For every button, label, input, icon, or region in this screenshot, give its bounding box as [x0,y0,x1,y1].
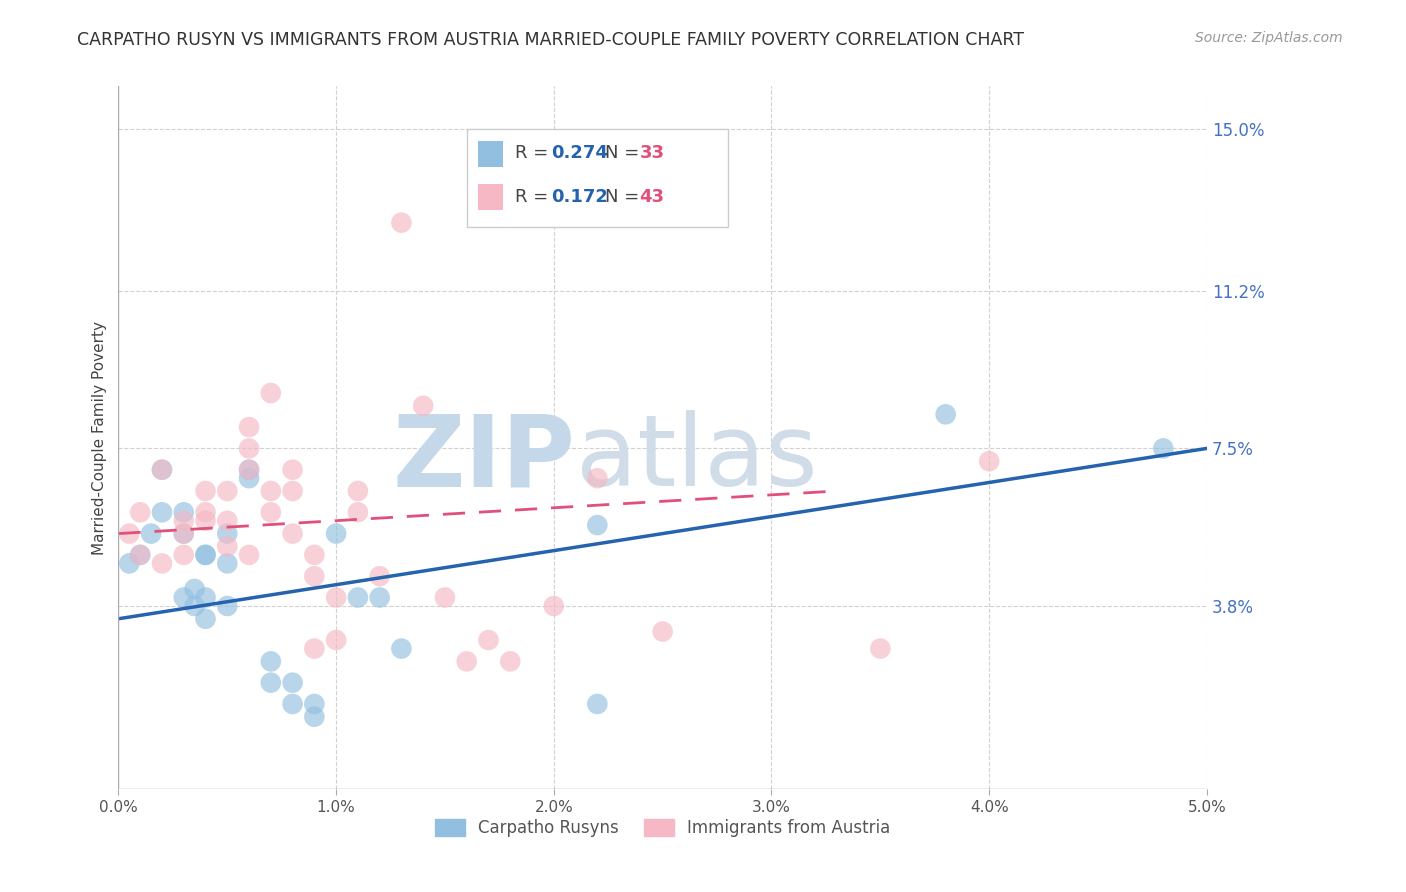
Point [325,526,347,541]
Point [586,518,609,533]
Point [325,633,347,648]
Point [260,505,283,519]
Point [304,710,326,724]
Point [412,399,434,413]
Text: Source: ZipAtlas.com: Source: ZipAtlas.com [1195,31,1343,45]
Point [304,697,326,711]
Point [238,463,260,477]
Point [173,505,195,519]
Point [281,483,304,498]
Point [194,548,217,562]
Point [368,591,391,605]
Point [217,599,239,613]
Point [173,526,195,541]
Point [173,526,195,541]
Point [260,675,283,690]
Point [217,526,239,541]
Point [304,569,326,583]
Point [183,599,205,613]
Point [304,641,326,656]
Point [194,591,217,605]
Point [456,654,478,668]
Text: 0.274: 0.274 [551,145,607,162]
Point [979,454,1001,468]
Point [281,697,304,711]
Point [238,471,260,485]
Y-axis label: Married-Couple Family Poverty: Married-Couple Family Poverty [93,321,107,555]
Point [586,471,609,485]
Point [651,624,673,639]
Point [118,526,141,541]
Point [129,548,152,562]
Point [281,526,304,541]
Text: R =: R = [515,145,554,162]
Point [935,407,957,421]
Point [129,505,152,519]
Point [150,557,173,571]
Point [325,591,347,605]
Point [499,654,522,668]
Point [1152,442,1174,456]
Point [238,548,260,562]
Point [391,641,413,656]
Point [150,463,173,477]
Point [194,548,217,562]
Point [260,386,283,401]
Text: N =: N = [605,145,644,162]
Point [477,633,499,648]
Point [129,548,152,562]
Point [139,526,162,541]
Point [368,569,391,583]
Point [238,420,260,434]
Point [217,557,239,571]
Point [194,514,217,528]
Point [194,505,217,519]
Point [194,612,217,626]
Point [304,548,326,562]
Point [347,591,370,605]
Point [217,483,239,498]
Point [281,675,304,690]
Text: 33: 33 [640,145,665,162]
Text: R =: R = [515,187,554,206]
Text: 0.172: 0.172 [551,187,607,206]
Point [173,514,195,528]
Point [173,548,195,562]
Point [433,591,456,605]
Point [586,697,609,711]
Text: atlas: atlas [575,410,817,508]
Point [238,463,260,477]
Point [260,483,283,498]
Point [543,599,565,613]
Legend: Carpatho Rusyns, Immigrants from Austria: Carpatho Rusyns, Immigrants from Austria [429,813,897,844]
Point [347,505,370,519]
Point [150,505,173,519]
Point [173,591,195,605]
Point [391,216,413,230]
Point [238,442,260,456]
Point [260,654,283,668]
Point [118,557,141,571]
Point [869,641,891,656]
Point [217,540,239,554]
Point [150,463,173,477]
Text: CARPATHO RUSYN VS IMMIGRANTS FROM AUSTRIA MARRIED-COUPLE FAMILY POVERTY CORRELAT: CARPATHO RUSYN VS IMMIGRANTS FROM AUSTRI… [77,31,1025,49]
Text: 43: 43 [640,187,665,206]
Point [281,463,304,477]
Text: N =: N = [605,187,644,206]
Point [183,582,205,596]
Text: ZIP: ZIP [392,410,575,508]
Point [347,483,370,498]
Point [194,483,217,498]
Point [217,514,239,528]
